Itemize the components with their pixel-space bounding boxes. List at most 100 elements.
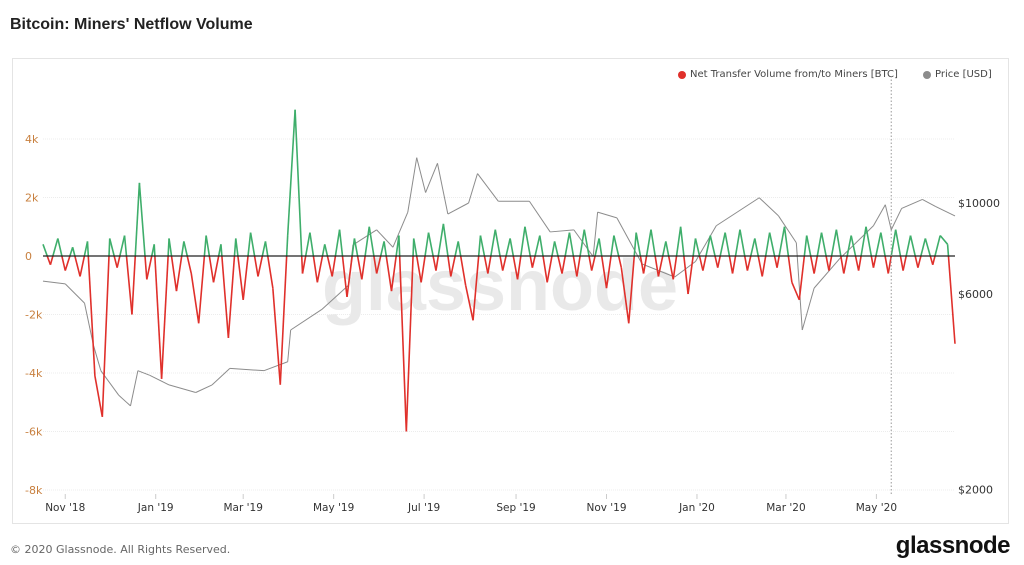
netflow-segment-positive bbox=[427, 232, 434, 256]
netflow-segment-positive bbox=[249, 232, 256, 256]
netflow-segment-positive bbox=[119, 235, 126, 256]
netflow-segment-negative bbox=[113, 256, 118, 268]
price-segment bbox=[392, 211, 409, 248]
price-segment bbox=[873, 204, 886, 227]
netflow-segment-negative bbox=[588, 256, 593, 271]
netflow-segment-positive bbox=[134, 182, 141, 256]
netflow-segment-negative bbox=[917, 256, 922, 268]
netflow-segment-positive bbox=[613, 235, 620, 256]
y-left-tick-label: 2k bbox=[25, 192, 39, 205]
price-segment bbox=[42, 280, 66, 285]
netflow-segment-positive bbox=[379, 241, 385, 256]
price-segment bbox=[801, 287, 815, 331]
netflow-segment-negative bbox=[561, 256, 567, 274]
netflow-segment-positive bbox=[368, 226, 375, 256]
netflow-segment-negative bbox=[546, 256, 553, 283]
glassnode-logo: glassnode bbox=[895, 532, 1011, 559]
legend-item-price[interactable]: Price [USD] bbox=[923, 69, 992, 80]
netflow-segment-negative bbox=[154, 256, 163, 379]
price-segment bbox=[778, 215, 797, 244]
netflow-segment-negative bbox=[398, 256, 408, 432]
price-segment bbox=[890, 208, 903, 231]
netflow-segment-negative bbox=[872, 256, 877, 268]
y-left-tick-label: -4k bbox=[25, 367, 43, 380]
netflow-segment-positive bbox=[524, 226, 532, 256]
netflow-segment-positive bbox=[598, 238, 603, 256]
y-left-tick-label: 0 bbox=[25, 250, 32, 263]
price-segment bbox=[550, 229, 574, 233]
netflow-segment-positive bbox=[234, 238, 239, 256]
netflow-segment-positive bbox=[479, 235, 486, 256]
netflow-segment-negative bbox=[146, 256, 153, 280]
netflow-segment-positive bbox=[764, 232, 771, 256]
netflow-segment-positive bbox=[364, 226, 371, 256]
netflow-segment-negative bbox=[716, 256, 722, 268]
price-segment bbox=[436, 163, 449, 215]
netflow-segment-positive bbox=[261, 241, 267, 256]
netflow-segment-positive bbox=[150, 244, 156, 256]
netflow-segment-negative bbox=[840, 256, 845, 274]
netflow-segment-negative bbox=[899, 256, 904, 271]
netflow-segment-negative bbox=[857, 256, 862, 271]
netflow-segment-positive bbox=[846, 235, 852, 256]
netflow-segment-negative bbox=[87, 256, 96, 376]
price-segment bbox=[901, 199, 923, 209]
netflow-segment-positive bbox=[108, 238, 116, 256]
netflow-segment-negative bbox=[746, 256, 752, 271]
price-segment bbox=[92, 345, 102, 371]
netflow-segment-negative bbox=[516, 256, 522, 280]
price-segment bbox=[597, 211, 618, 219]
netflow-segment-negative bbox=[242, 256, 249, 300]
netflow-segment-positive bbox=[494, 229, 501, 256]
netflow-segment-positive bbox=[754, 238, 760, 256]
x-tick-label: May '19 bbox=[313, 502, 354, 514]
netflow-segment-negative bbox=[576, 256, 581, 277]
y-left-tick-label: -8k bbox=[25, 484, 43, 497]
price-segment bbox=[715, 197, 760, 227]
price-segment bbox=[468, 173, 478, 204]
netflow-segment-positive bbox=[719, 232, 726, 256]
netflow-segment-positive bbox=[69, 246, 74, 256]
netflow-segment-negative bbox=[346, 256, 353, 298]
netflow-segment-positive bbox=[734, 229, 741, 256]
netflow-segment-negative bbox=[828, 256, 833, 271]
netflow-segment-positive bbox=[692, 238, 697, 256]
price-segment bbox=[84, 302, 94, 346]
netflow-segment-positive bbox=[205, 235, 211, 256]
y-right-tick-label: $6000 bbox=[958, 288, 993, 301]
netflow-segment-negative bbox=[627, 256, 636, 324]
netflow-segment-positive bbox=[203, 235, 207, 256]
netflow-segment-negative bbox=[842, 256, 849, 274]
legend-item-netflow[interactable]: Net Transfer Volume from/to Miners [BTC] bbox=[678, 69, 898, 80]
netflow-segment-negative bbox=[405, 256, 414, 432]
netflow-segment-negative bbox=[432, 256, 437, 271]
netflow-segment-negative bbox=[731, 256, 737, 274]
netflow-segment-negative bbox=[620, 267, 630, 324]
netflow-segment-positive bbox=[661, 241, 667, 256]
netflow-segment-positive bbox=[778, 226, 786, 256]
netflow-segment-positive bbox=[675, 226, 682, 256]
price-segment bbox=[407, 157, 418, 213]
netflow-segment-positive bbox=[880, 232, 886, 256]
legend-label-netflow: Net Transfer Volume from/to Miners [BTC] bbox=[690, 69, 898, 80]
netflow-segment-negative bbox=[221, 256, 230, 338]
price-segment bbox=[795, 242, 803, 331]
netflow-segment-negative bbox=[144, 256, 148, 280]
netflow-segment-negative bbox=[160, 256, 169, 379]
netflow-segment-negative bbox=[531, 256, 536, 268]
netflow-segment-positive bbox=[264, 241, 269, 256]
netflow-segment-negative bbox=[227, 256, 236, 338]
netflow-segment-negative bbox=[728, 256, 734, 274]
price-segment bbox=[592, 212, 599, 257]
netflow-segment-positive bbox=[635, 232, 642, 256]
netflow-segment-positive bbox=[477, 235, 482, 256]
netflow-segment-negative bbox=[356, 256, 363, 280]
netflow-segment-negative bbox=[542, 256, 548, 283]
netflow-segment-negative bbox=[761, 256, 767, 277]
netflow-segment-positive bbox=[437, 223, 445, 256]
netflow-segment-positive bbox=[890, 229, 897, 256]
netflow-segment-negative bbox=[654, 256, 660, 277]
netflow-segment-negative bbox=[672, 256, 678, 280]
netflow-segment-positive bbox=[505, 238, 511, 256]
